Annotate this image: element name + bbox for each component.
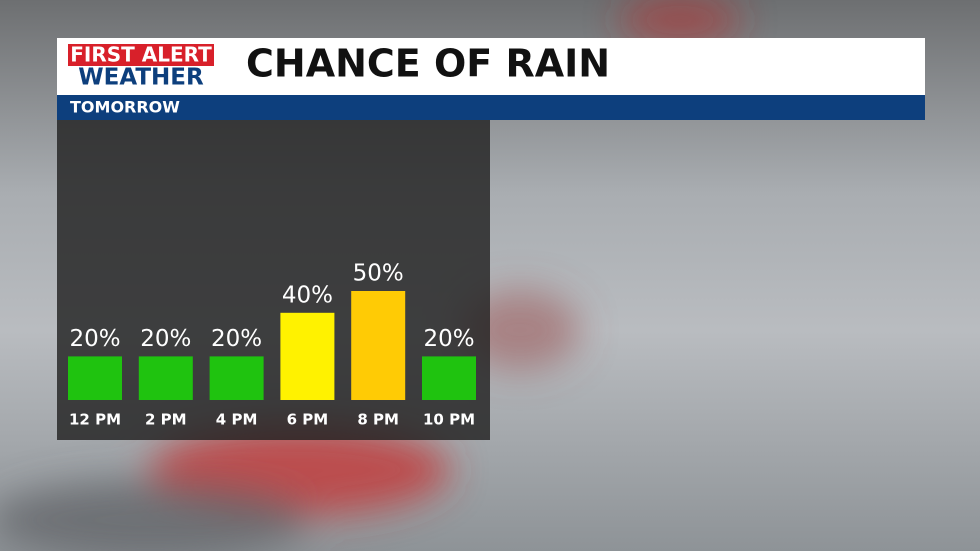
value-label: 20% [423,326,474,352]
logo-line2: WEATHER [78,65,204,91]
x-tick-label: 2 PM [145,411,187,429]
bar [422,356,476,400]
bar [209,356,264,400]
x-tick-label: 10 PM [423,411,475,429]
chart-subtitle: TOMORROW [70,98,180,117]
x-tick-label: 6 PM [287,411,329,429]
value-label: 20% [211,326,262,352]
value-label: 20% [140,326,191,352]
bar [351,291,406,400]
bar [68,356,122,400]
x-tick-label: 12 PM [69,411,121,429]
value-label: 50% [353,261,404,287]
bar [280,312,335,400]
x-tick-label: 4 PM [216,411,258,429]
x-tick-label: 8 PM [357,411,399,429]
chart-panel [57,120,490,440]
subtitle-bar [57,95,925,120]
value-label: 40% [282,282,333,308]
bar [138,356,193,400]
logo-box [68,44,214,66]
value-label: 20% [69,326,120,352]
logo-line1: FIRST ALERT [70,43,212,67]
chart-title: CHANCE OF RAIN [246,42,610,86]
